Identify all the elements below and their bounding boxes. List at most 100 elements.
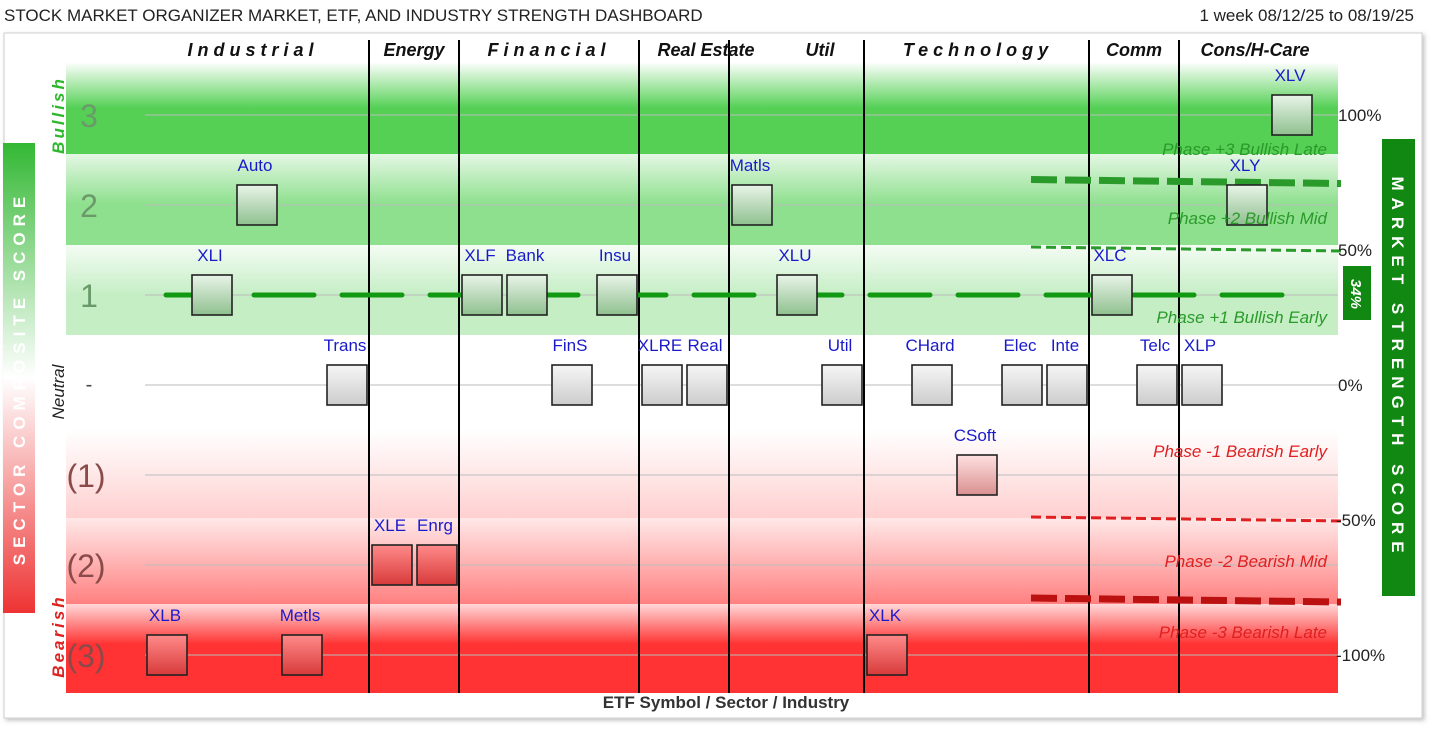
point-box-xly xyxy=(1226,184,1268,226)
point-bank: Bank xyxy=(506,246,548,316)
point-box-util xyxy=(821,364,863,406)
sector-header-comm: Comm xyxy=(1106,40,1162,60)
point-label-fins: FinS xyxy=(553,336,588,355)
point-label-xlv: XLV xyxy=(1275,66,1307,85)
x-axis-label: ETF Symbol / Sector / Industry xyxy=(603,693,850,712)
sector-header-industrial: Industrial xyxy=(187,40,318,60)
band-plus-1 xyxy=(66,245,1338,335)
symbol-points: XLB Auto XLI Metls Trans XLE Enrg XLF Bank FinS In… xyxy=(146,66,1313,676)
right-axis-ticks: 100% 50% 0% -50% -100% xyxy=(1336,106,1385,665)
point-enrg: Enrg xyxy=(416,516,458,586)
point-real: Real xyxy=(686,336,728,406)
band-plus-2 xyxy=(66,154,1338,245)
point-label-xlc: XLC xyxy=(1093,246,1126,265)
point-csoft: CSoft xyxy=(954,426,998,496)
point-insu: Insu xyxy=(596,246,638,316)
market-value-label: 34% xyxy=(1347,279,1364,309)
point-label-elec: Elec xyxy=(1003,336,1037,355)
point-box-bank xyxy=(506,274,548,316)
right-tick-50: 50% xyxy=(1338,241,1372,260)
point-chard: CHard xyxy=(905,336,955,406)
y-level-label: 2 xyxy=(80,188,98,224)
point-box-trans xyxy=(326,364,368,406)
phase-threshold-0 xyxy=(1030,176,1342,187)
point-box-enrg xyxy=(416,544,458,586)
sector-header-energy: Energy xyxy=(383,40,445,60)
market-value-badge xyxy=(1343,266,1371,320)
point-xlf: XLF xyxy=(461,246,503,316)
point-label-csoft: CSoft xyxy=(954,426,997,445)
point-xlk: XLK xyxy=(866,606,908,676)
band-plus-3 xyxy=(66,62,1338,154)
y-level-label: 3 xyxy=(80,98,98,134)
bearish-label: Bearish xyxy=(49,594,68,677)
point-label-trans: Trans xyxy=(324,336,367,355)
point-auto: Auto xyxy=(236,156,278,226)
right-tick-100: 100% xyxy=(1338,106,1381,125)
point-label-telc: Telc xyxy=(1140,336,1171,355)
point-box-fins xyxy=(551,364,593,406)
y-level-label: (2) xyxy=(66,548,105,584)
point-box-xli xyxy=(191,274,233,316)
point-label-auto: Auto xyxy=(238,156,273,175)
point-label-enrg: Enrg xyxy=(417,516,453,535)
sector-headers: Industrial Energy Financial Real Estate Util… xyxy=(187,40,1309,60)
point-box-xlf xyxy=(461,274,503,316)
sector-dividers xyxy=(368,40,1180,693)
point-box-xle xyxy=(371,544,413,586)
point-xlb: XLB xyxy=(146,606,188,676)
point-label-xlre: XLRE xyxy=(638,336,682,355)
point-box-auto xyxy=(236,184,278,226)
point-box-csoft xyxy=(956,454,998,496)
point-label-chard: CHard xyxy=(905,336,954,355)
point-label-xlk: XLK xyxy=(869,606,902,625)
point-xle: XLE xyxy=(371,516,413,586)
point-label-xly: XLY xyxy=(1230,156,1261,175)
band-minus-3 xyxy=(66,604,1338,693)
band-minus-2 xyxy=(66,518,1338,604)
phase-label-phase-1-bearish-early: Phase -1 Bearish Early xyxy=(1153,442,1328,461)
y-level-label: (1) xyxy=(66,458,105,494)
phase-threshold-2 xyxy=(1030,515,1342,523)
point-label-real: Real xyxy=(688,336,723,355)
point-telc: Telc xyxy=(1136,336,1178,406)
phase-threshold-lines xyxy=(1030,176,1342,606)
point-label-matls: Matls xyxy=(730,156,771,175)
bullish-label: Bullish xyxy=(49,76,68,154)
point-box-chard xyxy=(911,364,953,406)
phase-label-phase-2-bearish-mid: Phase -2 Bearish Mid xyxy=(1164,552,1327,571)
point-box-xlp xyxy=(1181,364,1223,406)
y-level-label: (3) xyxy=(66,638,105,674)
point-xlc: XLC xyxy=(1091,246,1133,316)
market-strength-bar xyxy=(1382,139,1415,596)
phase-label-phase-2-bullish-mid: Phase +2 Bullish Mid xyxy=(1168,209,1328,228)
phase-label-phase-3-bearish-late: Phase -3 Bearish Late xyxy=(1159,623,1327,642)
sector-header-cons-h-care: Cons/H-Care xyxy=(1200,40,1309,60)
y-level-label: - xyxy=(86,374,93,396)
point-util: Util xyxy=(821,336,863,406)
date-range: 1 week 08/12/25 to 08/19/25 xyxy=(1199,6,1414,25)
sector-header-financial: Financial xyxy=(487,40,610,60)
point-box-inte xyxy=(1046,364,1088,406)
point-label-bank: Bank xyxy=(506,246,545,265)
point-inte: Inte xyxy=(1046,336,1088,406)
band-minus-1 xyxy=(66,430,1338,518)
point-box-xlv xyxy=(1271,94,1313,136)
point-xli: XLI xyxy=(191,246,233,316)
point-label-xlp: XLP xyxy=(1184,336,1216,355)
point-label-xli: XLI xyxy=(197,246,223,265)
point-label-inte: Inte xyxy=(1051,336,1079,355)
point-label-metls: Metls xyxy=(280,606,321,625)
y-level-labels: 3 2 1 - (1) (2) (3) xyxy=(66,98,105,674)
sector-header-real-estate: Real Estate xyxy=(657,40,754,60)
point-label-util: Util xyxy=(828,336,853,355)
point-box-xlre xyxy=(641,364,683,406)
right-axis-title: MARKET STRENGTH SCORE xyxy=(1388,176,1407,559)
point-box-telc xyxy=(1136,364,1178,406)
point-xlu: XLU xyxy=(776,246,818,316)
neutral-label: Neutral xyxy=(49,363,68,419)
phase-threshold-3 xyxy=(1030,594,1342,606)
point-xlre: XLRE xyxy=(638,336,683,406)
point-xlv: XLV xyxy=(1271,66,1313,136)
